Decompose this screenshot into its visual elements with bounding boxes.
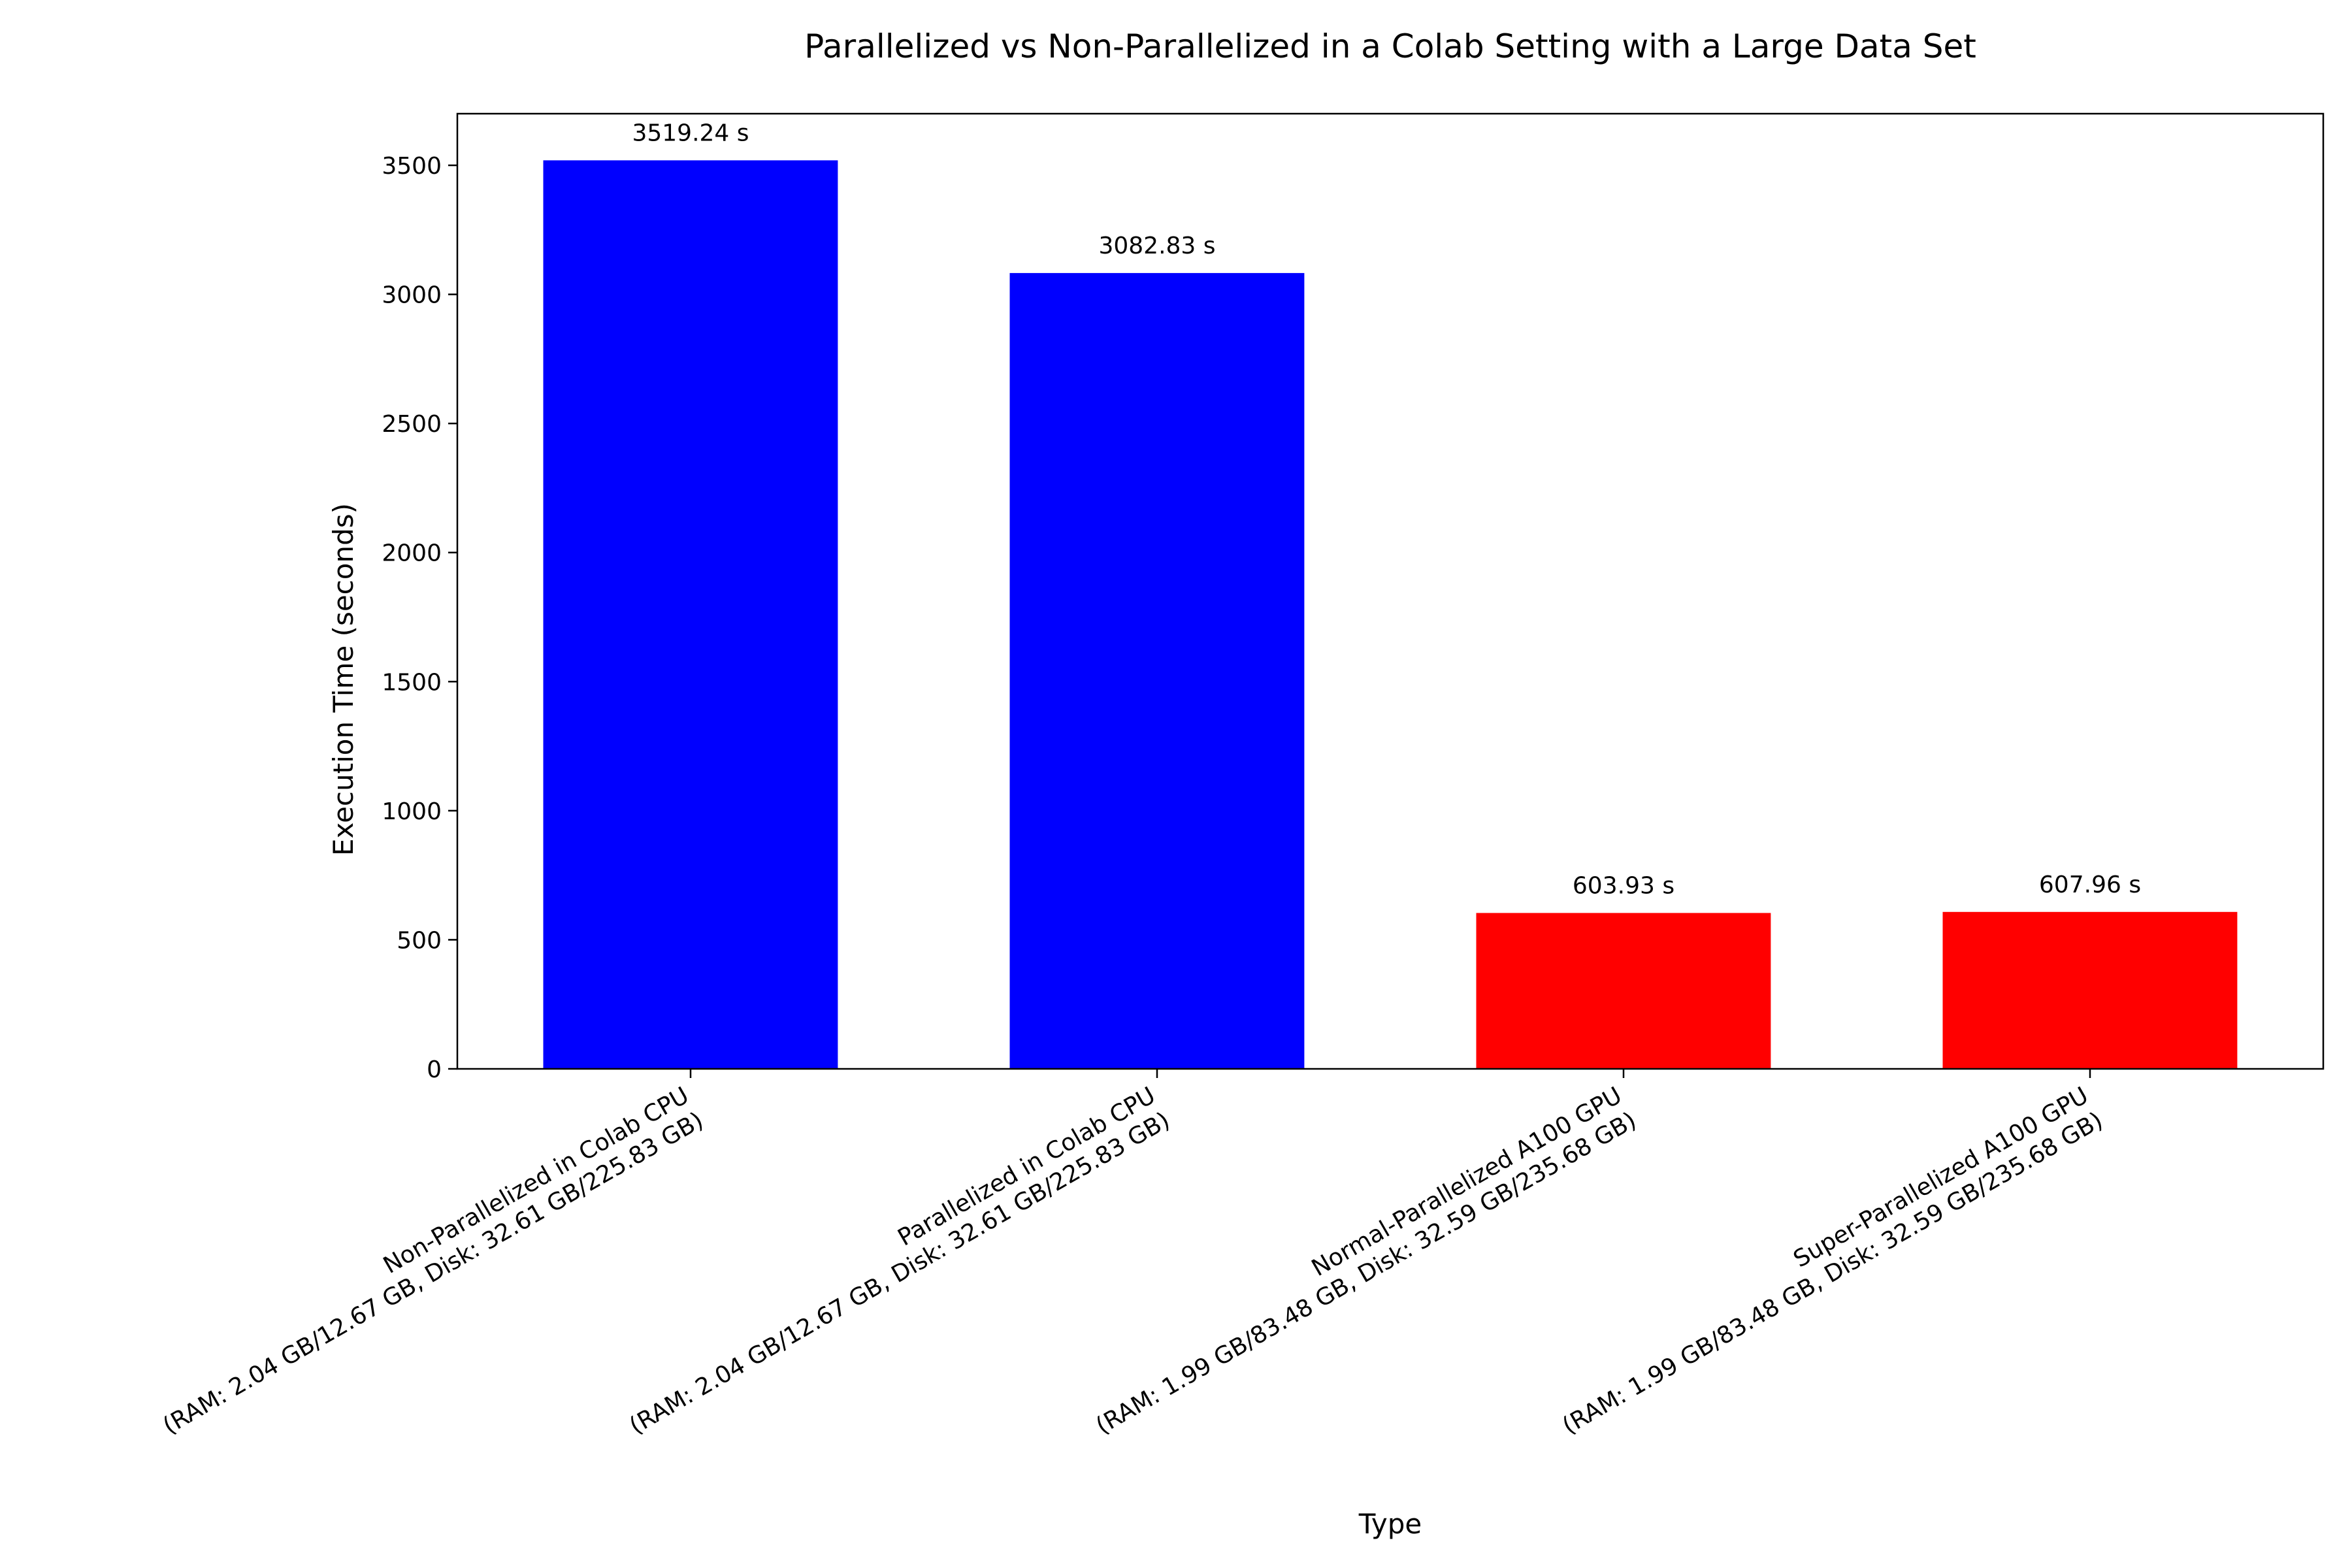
y-tick-label: 3000	[382, 282, 442, 309]
bar	[543, 160, 838, 1069]
x-tick-label-line: Super-Parallelized A100 GPU	[1789, 1082, 2093, 1273]
chart-title: Parallelized vs Non-Parallelized in a Co…	[804, 27, 1976, 65]
x-tick-label-line: (RAM: 1.99 GB/83.48 GB, Disk: 32.59 GB/2…	[1092, 1107, 1641, 1439]
x-tick-label-line: Normal-Parallelized A100 GPU	[1307, 1082, 1627, 1282]
y-tick-label: 0	[427, 1056, 442, 1083]
x-tick-label-line: (RAM: 2.04 GB/12.67 GB, Disk: 32.61 GB/2…	[625, 1107, 1175, 1439]
y-tick-label: 500	[397, 927, 442, 954]
y-axis-label: Execution Time (seconds)	[327, 503, 359, 856]
data-label: 603.93 s	[1573, 872, 1674, 899]
x-tick-label-line: Non-Parallelized in Colab CPU	[379, 1082, 693, 1279]
data-label: 3519.24 s	[632, 120, 749, 146]
bar	[1942, 911, 2238, 1069]
y-tick-label: 2000	[382, 540, 442, 567]
data-label: 607.96 s	[2039, 872, 2141, 898]
x-axis-label: Type	[1358, 1508, 1422, 1540]
plot-frame	[456, 112, 2325, 1070]
data-label: 3082.83 s	[1098, 233, 1215, 259]
y-tick-label: 3500	[382, 153, 442, 180]
bar	[1009, 272, 1305, 1069]
plot-area: 3519.24 s 3082.83 s 603.93 s 607.96 s 0 500 10…	[144, 112, 2325, 1440]
x-tick-label: Non-Parallelized in Colab CPU(RAM: 2.04 …	[144, 1082, 708, 1439]
y-tick-label: 2500	[382, 411, 442, 438]
x-tick-label-line: (RAM: 1.99 GB/83.48 GB, Disk: 32.59 GB/2…	[1558, 1107, 2108, 1439]
bar	[1476, 913, 1771, 1069]
x-tick-label-line: (RAM: 2.04 GB/12.67 GB, Disk: 32.61 GB/2…	[159, 1107, 708, 1439]
y-tick-label: 1000	[382, 798, 442, 825]
y-tick-label: 1500	[382, 669, 442, 696]
x-tick-label-line: Parallelized in Colab CPU	[893, 1082, 1160, 1251]
